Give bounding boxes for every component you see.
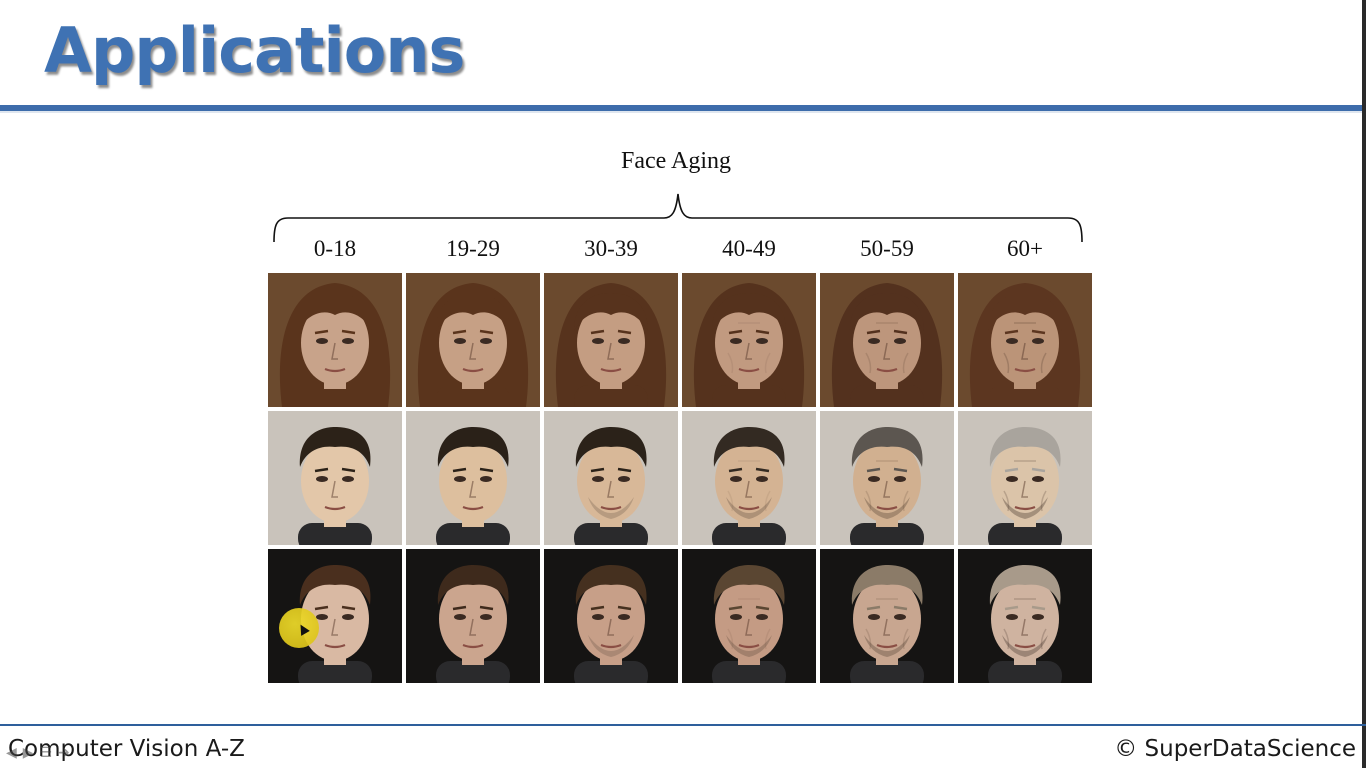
next-icon[interactable]: ▶ (22, 745, 34, 761)
window-edge (1362, 0, 1366, 768)
face-image-man-brown-hair-50-59 (820, 549, 954, 683)
age-label-5: 60+ (1007, 236, 1043, 261)
face-image-man-dark-hair-30-39 (544, 411, 678, 545)
prev-icon[interactable]: ◀ (6, 745, 17, 761)
face-image-woman-brown-hair-40-49 (682, 273, 816, 407)
face-image-woman-brown-hair-0-18 (268, 273, 402, 407)
copyright-notice: © SuperDataScience (1114, 736, 1356, 762)
face-image-man-dark-hair-40-49 (682, 411, 816, 545)
age-label-2: 30-39 (584, 236, 638, 261)
face-image-man-brown-hair-60plus (958, 549, 1092, 683)
age-label-0: 0-18 (313, 236, 357, 261)
age-label-3: 40-49 (722, 236, 776, 261)
player-controls: ◀ ▶ ☰ ➜ (6, 745, 70, 761)
title-divider (0, 105, 1366, 113)
slide-title: Applications (44, 14, 465, 87)
face-aging-grid (268, 273, 1094, 685)
age-range-brace (273, 193, 1083, 243)
face-image-woman-brown-hair-30-39 (544, 273, 678, 407)
cursor-highlight (279, 608, 319, 648)
face-image-man-brown-hair-19-29 (406, 549, 540, 683)
face-image-man-dark-hair-50-59 (820, 411, 954, 545)
menu-icon[interactable]: ☰ (39, 745, 53, 761)
face-image-man-dark-hair-0-18 (268, 411, 402, 545)
face-image-woman-brown-hair-60plus (958, 273, 1092, 407)
face-image-man-brown-hair-0-18 (268, 549, 402, 683)
course-name: Computer Vision A-Z (8, 736, 245, 762)
face-image-woman-brown-hair-50-59 (820, 273, 954, 407)
figure-caption: Face Aging (621, 148, 731, 174)
face-image-man-brown-hair-40-49 (682, 549, 816, 683)
forward-icon[interactable]: ➜ (58, 745, 70, 761)
footer-divider (0, 724, 1366, 726)
age-label-1: 19-29 (446, 236, 500, 261)
face-image-man-brown-hair-30-39 (544, 549, 678, 683)
face-image-woman-brown-hair-19-29 (406, 273, 540, 407)
face-image-man-dark-hair-60plus (958, 411, 1092, 545)
face-image-man-dark-hair-19-29 (406, 411, 540, 545)
age-label-4: 50-59 (860, 236, 914, 261)
